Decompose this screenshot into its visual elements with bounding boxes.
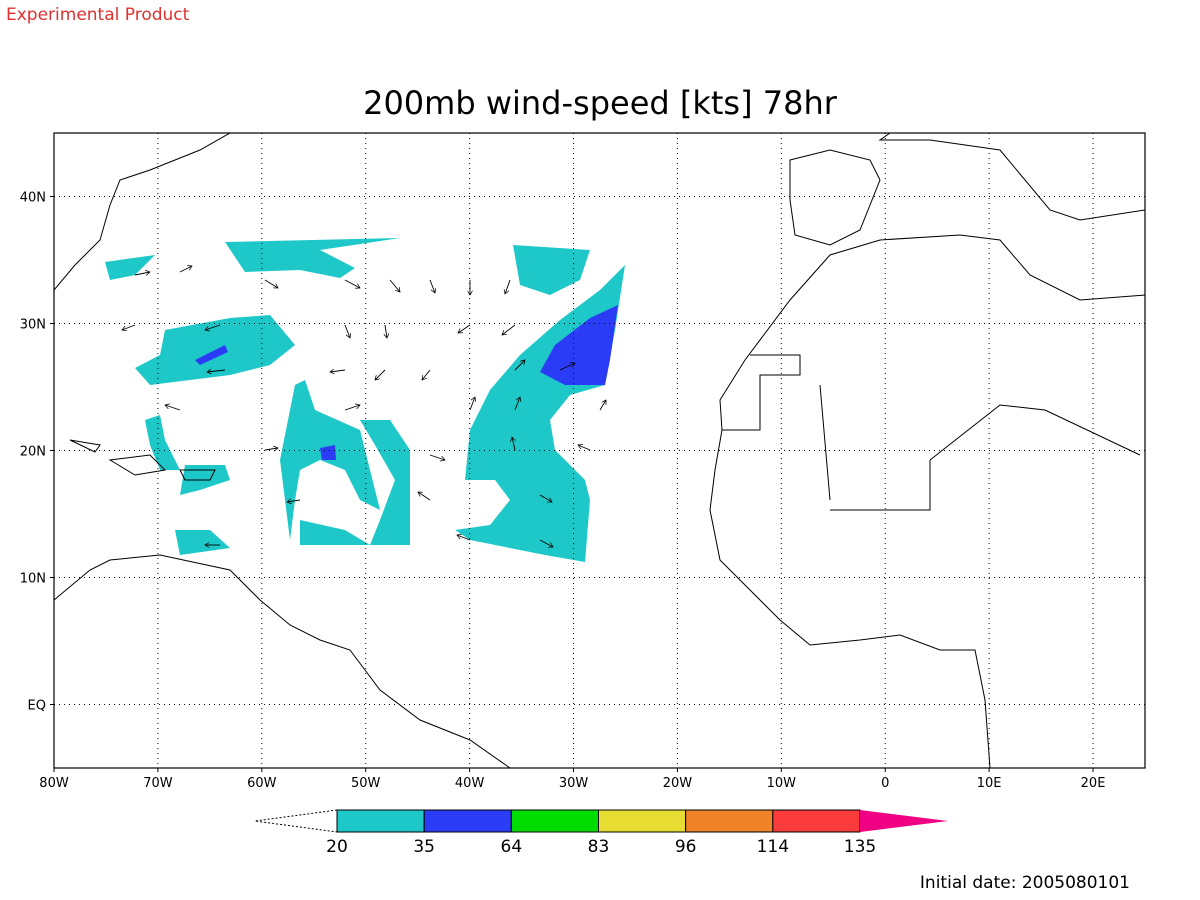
x-tick-label: 50W (351, 776, 381, 791)
wind-vectors (122, 266, 607, 547)
colorbar-low-triangle (254, 809, 338, 833)
colorbar-label: 83 (588, 837, 610, 857)
colorbar-box (685, 809, 774, 833)
x-tick-label: 70W (143, 776, 173, 791)
x-tick-label: 10E (977, 776, 1002, 791)
x-tick-label: 10W (767, 776, 797, 791)
colorbar: 20 35 64 83 96 114 135 (254, 809, 948, 857)
x-tick-label: 30W (559, 776, 589, 791)
title: 200mb wind-speed [kts] 78hr (363, 84, 838, 122)
x-tick-label: 60W (247, 776, 277, 791)
x-tick-label: 20E (1081, 776, 1106, 791)
colorbar-box (423, 809, 512, 833)
map-frame (53, 132, 1146, 769)
colorbar-high-triangle (860, 810, 948, 832)
colorbar-label: 35 (413, 837, 435, 857)
grid: 80W 70W 60W 50W 40W 30W 20W 10W 0 10E 20E EQ 10N 20N 3… (20, 133, 1145, 791)
x-tick-label: 20W (663, 776, 693, 791)
y-tick-label: 20N (20, 445, 46, 460)
colorbar-box (772, 809, 861, 833)
colorbar-label: 135 (844, 837, 876, 857)
colorbar-box (336, 809, 425, 833)
x-tick-label: 0 (881, 776, 889, 791)
colorbar-box (510, 809, 600, 833)
map-shading (105, 238, 625, 562)
y-tick-label: 40N (20, 191, 46, 206)
x-tick-label: 80W (39, 776, 69, 791)
initial-date: Initial date: 2005080101 (920, 873, 1130, 893)
product-label: Experimental Product (6, 5, 190, 25)
y-tick-label: EQ (28, 699, 46, 714)
y-tick-label: 10N (20, 572, 46, 587)
colorbar-label: 20 (326, 837, 348, 857)
x-tick-label: 40W (455, 776, 485, 791)
colorbar-label: 96 (675, 837, 697, 857)
colorbar-label: 114 (757, 837, 789, 857)
coastlines (54, 133, 1145, 768)
colorbar-label: 64 (501, 837, 523, 857)
y-tick-label: 30N (20, 318, 46, 333)
colorbar-box (598, 809, 687, 833)
